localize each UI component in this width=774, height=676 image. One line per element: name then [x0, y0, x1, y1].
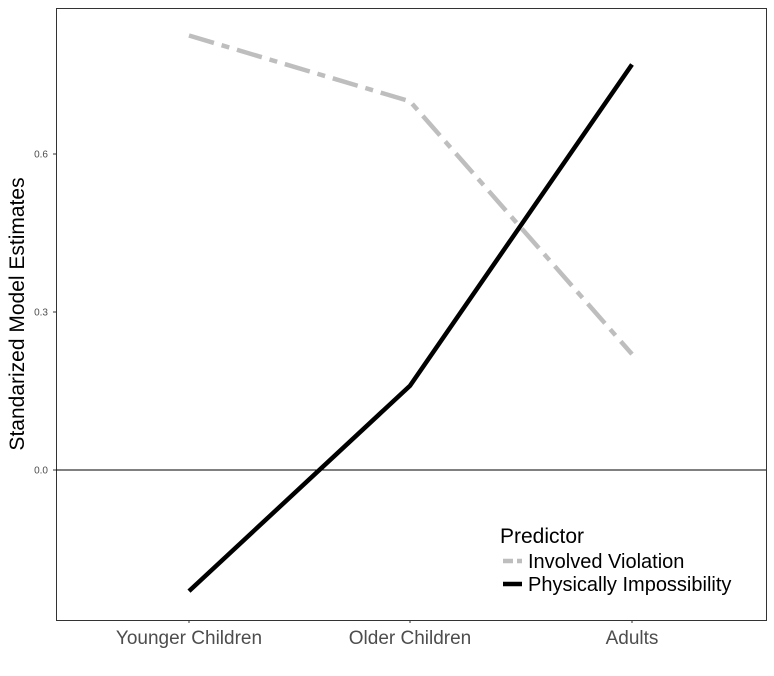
- legend-label-physically-impossibility: Physically Impossibility: [528, 574, 731, 596]
- plot-panel-border: [56, 8, 767, 621]
- series-line-physically-impossibility: [187, 63, 634, 593]
- y-tick-label: 0.3: [34, 308, 48, 319]
- y-tick-label: 0.6: [34, 150, 48, 161]
- x-axis-ticks: Younger Children Older Children Adults: [116, 620, 658, 649]
- series-layer: [187, 33, 634, 593]
- x-tick-label: Older Children: [349, 628, 472, 649]
- y-tick-label: 0.0: [34, 466, 48, 477]
- legend-title: Predictor: [500, 525, 584, 548]
- y-axis-ticks: 0.0 0.3 0.6: [34, 150, 56, 477]
- x-tick-label: Younger Children: [116, 628, 262, 649]
- y-axis-title: Standarized Model Estimates: [6, 177, 29, 450]
- x-tick-label: Adults: [606, 628, 659, 649]
- legend: Predictor Involved Violation Physically …: [500, 525, 731, 596]
- legend-label-involved-violation: Involved Violation: [528, 551, 684, 573]
- series-line-involved-violation: [188, 33, 634, 356]
